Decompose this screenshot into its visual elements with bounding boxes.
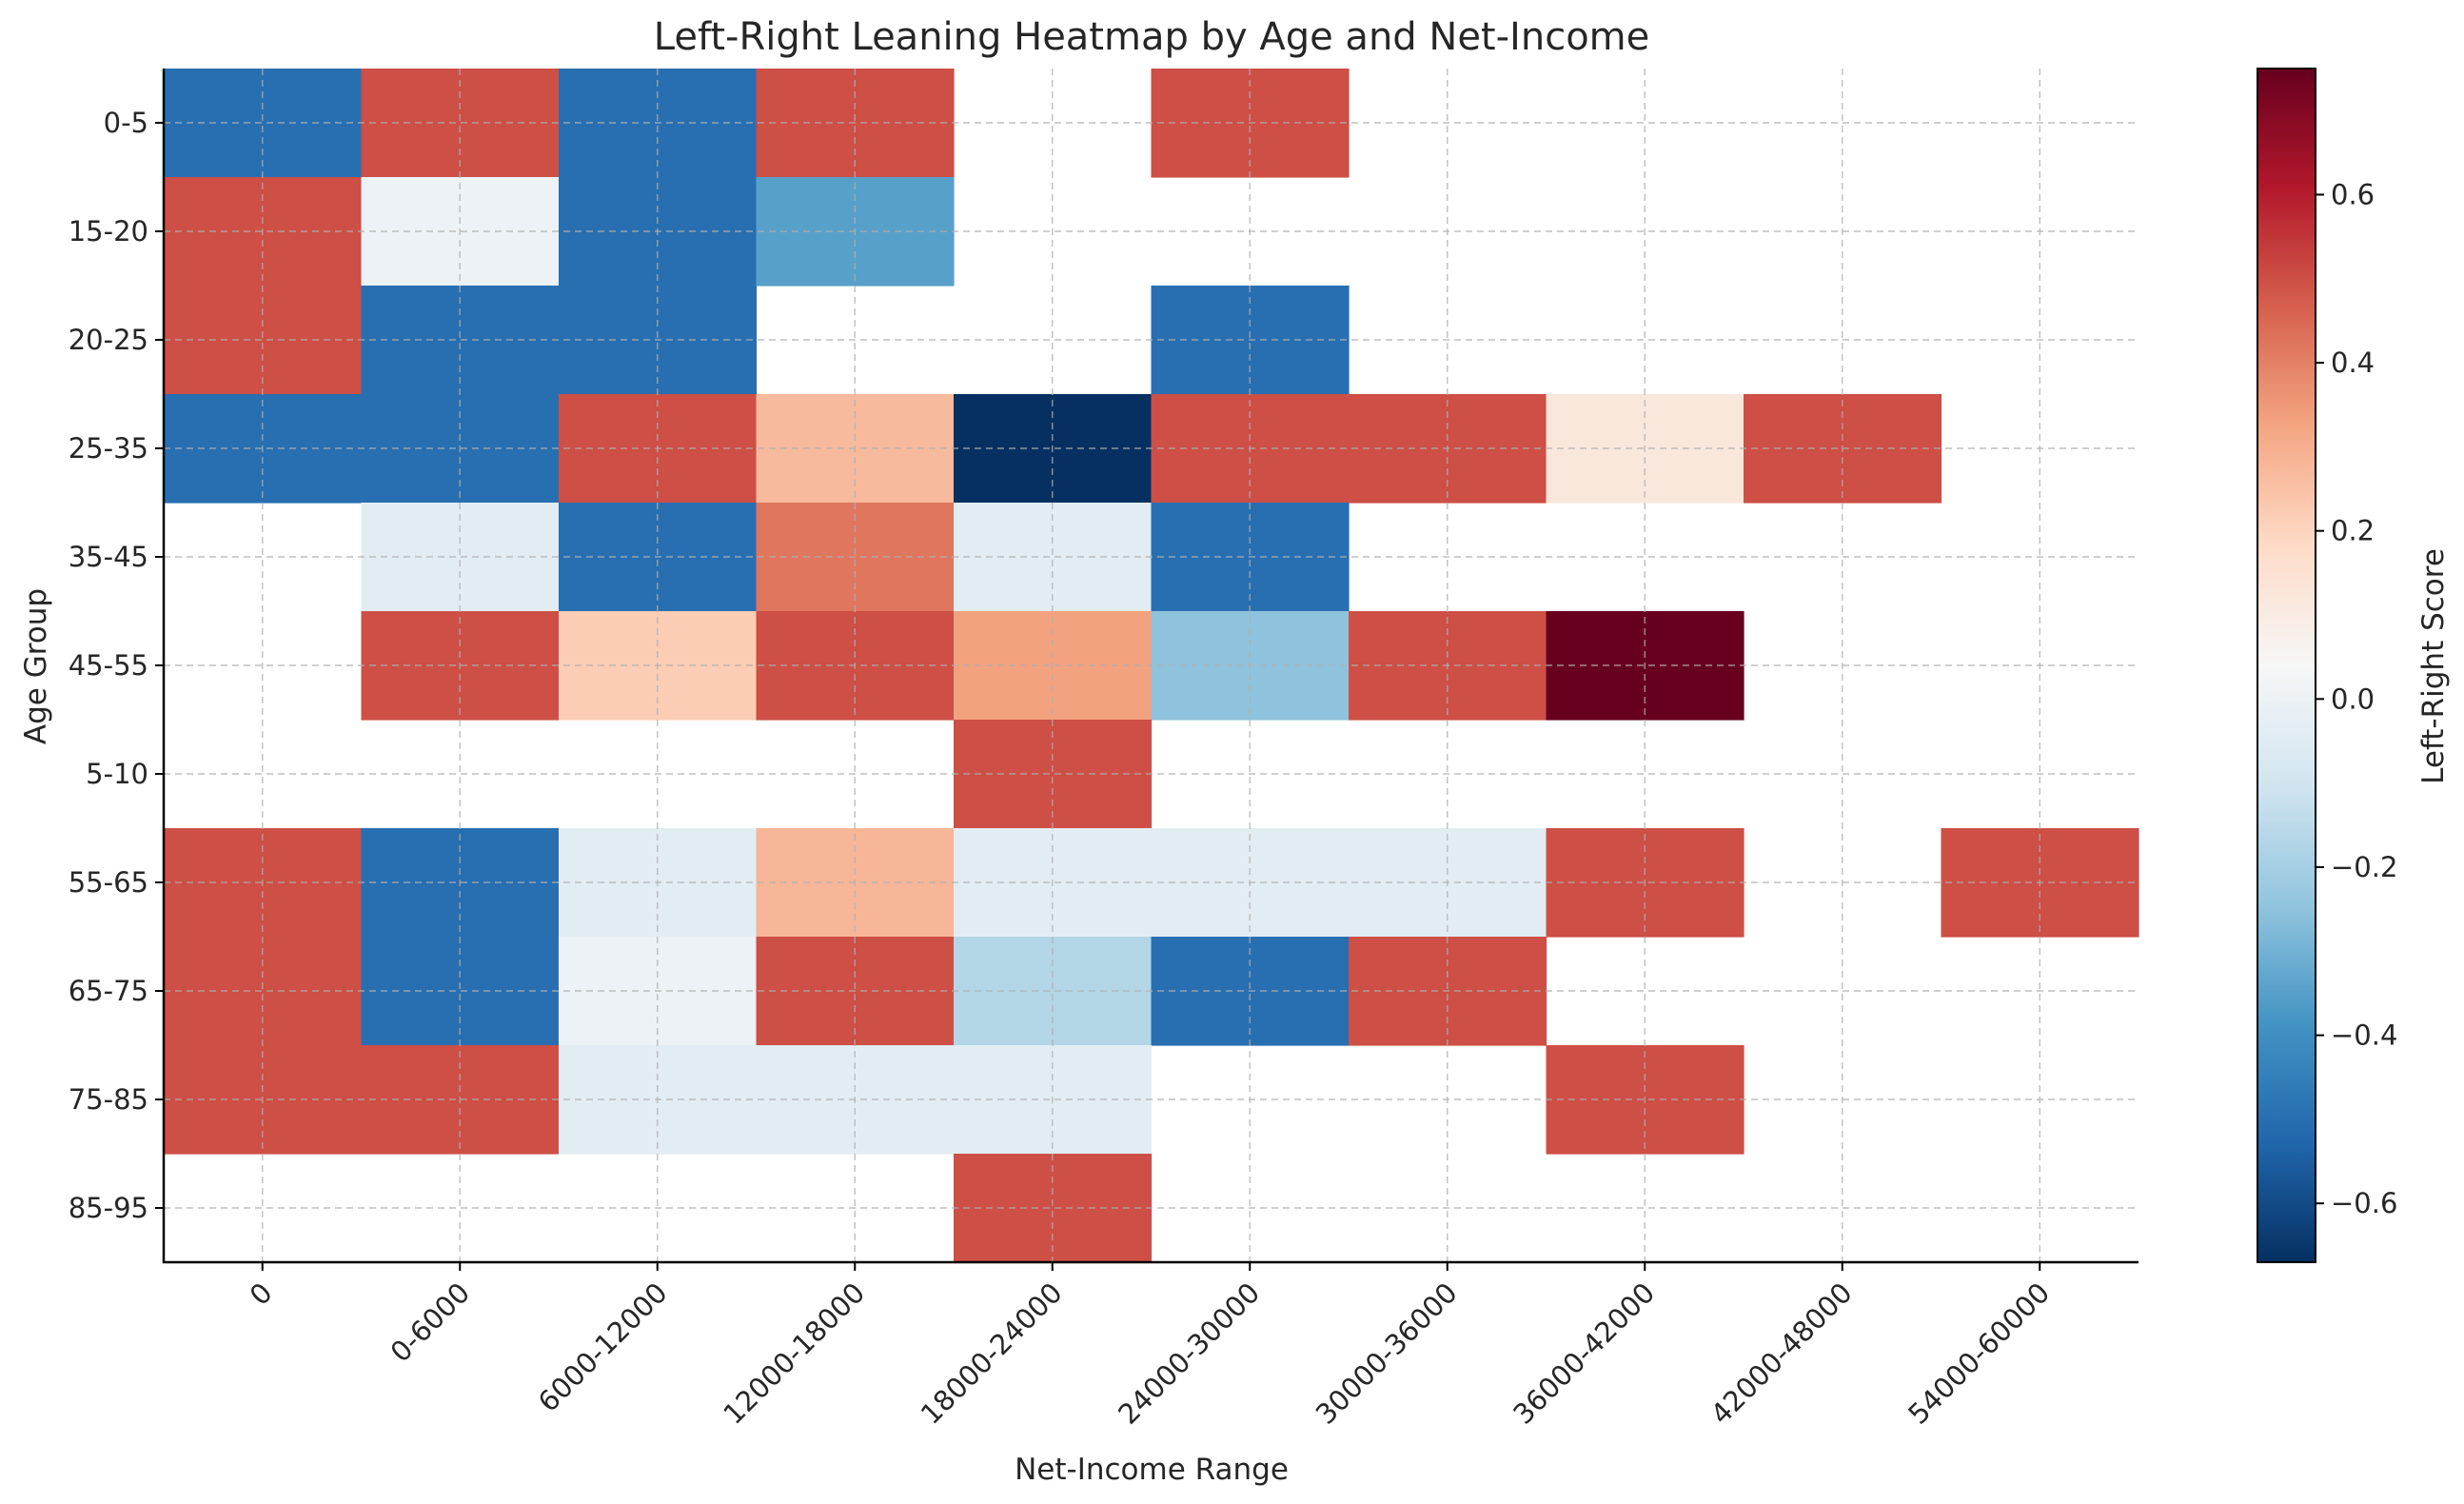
- colorbar-tick-label: 0.6: [2331, 178, 2375, 210]
- y-tick-label: 5-10: [86, 758, 148, 790]
- x-tick-label: 36000-42000: [1507, 1276, 1661, 1431]
- y-tick-label: 15-20: [69, 215, 148, 247]
- x-tick-label: 0: [244, 1276, 279, 1312]
- colorbar-ticks: 0.6 0.4 0.2 0.0 −0.2 −0.4 −0.6: [2316, 178, 2397, 1219]
- chart-title: Left-Right Leaning Heatmap by Age and Ne…: [654, 15, 1649, 59]
- x-tick-label: 30000-36000: [1310, 1276, 1464, 1431]
- colorbar-tick-label: 0.4: [2331, 346, 2375, 379]
- gridlines: [164, 69, 2139, 1262]
- colorbar-tick-label: −0.2: [2331, 851, 2397, 883]
- y-tick-label: 35-45: [69, 541, 148, 573]
- x-tick-label: 54000-60000: [1902, 1276, 2056, 1431]
- y-axis-label: Age Group: [19, 588, 53, 744]
- x-tick-label: 18000-24000: [915, 1276, 1069, 1431]
- x-tick-label: 12000-18000: [717, 1276, 871, 1431]
- y-tick-label: 55-65: [69, 866, 148, 899]
- colorbar-tick-label: −0.4: [2331, 1019, 2397, 1052]
- x-axis-ticks: 0 0-6000 6000-12000 12000-18000 18000-24000 2…: [244, 1262, 2056, 1431]
- y-axis-ticks: 0-5 15-20 20-25 25-35 35-45 45-55 5-10 55-65 65-…: [69, 107, 164, 1224]
- x-tick-label: 24000-30000: [1112, 1276, 1266, 1431]
- y-tick-label: 25-35: [69, 432, 148, 465]
- y-tick-label: 0-5: [104, 107, 148, 139]
- colorbar: 0.6 0.4 0.2 0.0 −0.2 −0.4 −0.6 Left-Right Scor…: [2257, 68, 2451, 1263]
- x-tick-label: 42000-48000: [1705, 1276, 1859, 1431]
- y-tick-label: 45-55: [69, 649, 148, 682]
- colorbar-gradient: [2257, 68, 2316, 1263]
- colorbar-label: Left-Right Score: [2416, 548, 2451, 784]
- x-tick-label: 0-6000: [384, 1276, 477, 1369]
- colorbar-tick-label: −0.6: [2331, 1187, 2397, 1219]
- y-tick-label: 20-25: [69, 324, 148, 356]
- y-tick-label: 65-75: [69, 975, 148, 1007]
- colorbar-tick-label: 0.0: [2331, 683, 2375, 715]
- axis-spines: [162, 69, 2139, 1264]
- x-tick-label: 6000-12000: [532, 1276, 674, 1418]
- y-tick-label: 85-95: [69, 1192, 148, 1224]
- y-tick-label: 75-85: [69, 1083, 148, 1116]
- x-axis-label: Net-Income Range: [1015, 1453, 1289, 1487]
- colorbar-tick-label: 0.2: [2331, 515, 2375, 547]
